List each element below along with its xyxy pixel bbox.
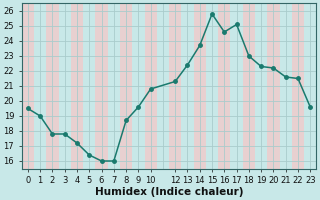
Bar bbox=[169, 3, 181, 168]
Bar bbox=[145, 3, 157, 168]
Bar bbox=[304, 3, 316, 168]
Bar bbox=[95, 3, 108, 168]
Bar bbox=[59, 3, 71, 168]
Bar bbox=[157, 3, 169, 168]
Bar bbox=[132, 3, 145, 168]
Bar bbox=[292, 3, 304, 168]
Bar bbox=[194, 3, 206, 168]
X-axis label: Humidex (Indice chaleur): Humidex (Indice chaleur) bbox=[95, 187, 243, 197]
Bar bbox=[46, 3, 59, 168]
Bar bbox=[22, 3, 34, 168]
Bar bbox=[218, 3, 230, 168]
Bar bbox=[181, 3, 194, 168]
Bar bbox=[230, 3, 243, 168]
Bar bbox=[71, 3, 83, 168]
Bar bbox=[243, 3, 255, 168]
Bar bbox=[206, 3, 218, 168]
Bar bbox=[108, 3, 120, 168]
Bar bbox=[280, 3, 292, 168]
Bar bbox=[120, 3, 132, 168]
Bar bbox=[83, 3, 95, 168]
Bar bbox=[255, 3, 267, 168]
Bar bbox=[34, 3, 46, 168]
Bar bbox=[267, 3, 280, 168]
